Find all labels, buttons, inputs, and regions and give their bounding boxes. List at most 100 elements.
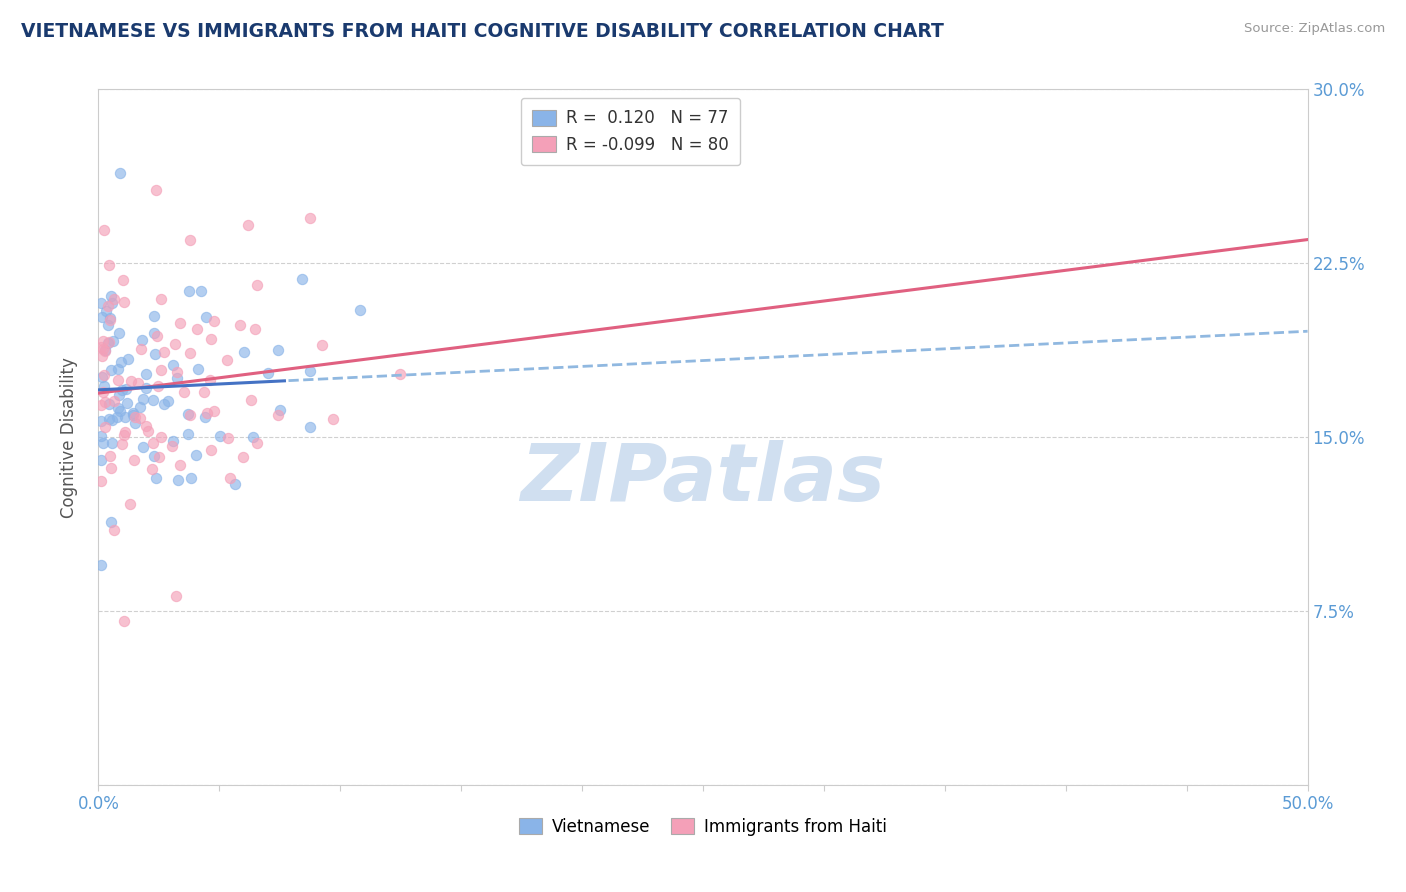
Point [145,328,167,343]
Point [90,340,112,354]
Point [101,334,124,348]
Point [243,322,266,336]
Point [198,374,221,388]
Point [98,310,121,325]
Point [114,410,136,425]
Point [162,358,184,372]
Point [127,376,149,391]
Point [121,408,143,422]
Point [124,453,146,467]
Point [93,342,115,356]
Point [200,333,222,347]
Point [90,295,112,310]
Point [112,295,135,310]
Point [90,429,112,443]
Point [91,349,114,363]
Point [107,401,129,415]
Point [215,353,238,368]
Point [128,400,150,414]
Point [103,293,125,307]
Point [186,322,208,336]
Point [124,417,146,431]
Point [145,184,167,198]
Point [299,364,322,378]
Point [145,471,167,485]
Point [90,414,112,428]
Point [136,425,159,439]
Point [142,393,165,408]
Point [148,450,170,465]
Point [202,314,225,328]
Point [208,428,231,442]
Point [93,394,115,409]
Point [129,342,152,356]
Point [97,397,120,411]
Point [90,474,112,488]
Point [100,461,122,475]
Point [257,366,280,380]
Point [166,365,188,379]
Point [239,392,262,407]
Text: Source: ZipAtlas.com: Source: ZipAtlas.com [1244,22,1385,36]
Point [169,316,191,330]
Point [232,450,254,464]
Point [298,419,321,434]
Point [167,474,190,488]
Text: ZIPatlas: ZIPatlas [520,440,886,518]
Point [100,413,122,427]
Point [246,277,269,292]
Point [103,393,125,408]
Point [162,434,184,448]
Legend: Vietnamese, Immigrants from Haiti: Vietnamese, Immigrants from Haiti [512,812,894,843]
Point [291,271,314,285]
Point [124,409,146,424]
Point [143,326,166,340]
Point [115,396,138,410]
Point [97,299,120,313]
Point [142,449,165,463]
Point [200,442,222,457]
Point [135,418,157,433]
Point [108,388,131,402]
Point [129,411,152,425]
Point [97,336,120,351]
Point [150,430,173,444]
Point [169,458,191,473]
Point [143,347,166,361]
Point [389,367,412,381]
Point [110,166,132,180]
Point [112,614,135,628]
Point [242,430,264,444]
Point [100,516,122,530]
Point [93,379,115,393]
Point [93,368,115,383]
Point [179,233,201,247]
Point [179,408,201,422]
Point [91,369,114,384]
Point [190,284,212,298]
Point [112,428,135,442]
Point [142,309,165,323]
Point [217,431,239,445]
Point [224,476,246,491]
Point [202,404,225,418]
Point [195,310,218,324]
Point [96,318,118,333]
Point [150,292,173,306]
Point [269,403,291,417]
Point [179,346,201,360]
Point [132,392,155,406]
Point [187,362,209,376]
Point [176,407,198,421]
Point [298,211,321,225]
Point [229,318,252,333]
Point [135,367,157,381]
Point [157,394,180,409]
Text: VIETNAMESE VS IMMIGRANTS FROM HAITI COGNITIVE DISABILITY CORRELATION CHART: VIETNAMESE VS IMMIGRANTS FROM HAITI COGN… [21,22,943,41]
Point [111,437,134,451]
Point [165,590,187,604]
Point [100,363,122,377]
Point [107,373,129,387]
Point [267,343,290,357]
Point [93,343,115,357]
